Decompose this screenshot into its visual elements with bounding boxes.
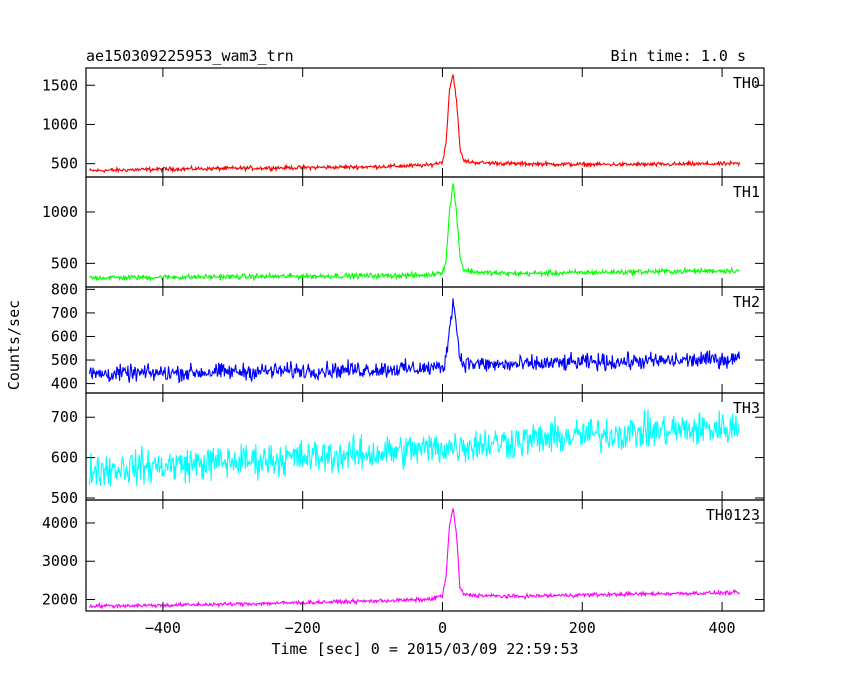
y-tick-label: 1500 (42, 76, 78, 94)
panel-label: TH1 (733, 183, 760, 201)
y-tick-label: 4000 (42, 514, 78, 532)
y-tick-label: 700 (51, 408, 78, 426)
y-tick-label: 1000 (42, 203, 78, 221)
y-tick-label: 400 (51, 375, 78, 393)
panel-th1: 500 1000 TH1 (42, 176, 765, 288)
y-tick-label: 600 (51, 449, 78, 467)
panel-frame (85, 499, 765, 612)
y-tick-label: 700 (51, 304, 78, 322)
y-tick-label: 3000 (42, 552, 78, 570)
series-th1-line (89, 183, 740, 282)
y-tick-label: 500 (51, 254, 78, 272)
panel-frame (85, 67, 765, 178)
chart-title: ae150309225953_wam3_trn (86, 47, 294, 65)
x-axis-label: Time [sec] 0 = 2015/03/09 22:59:53 (271, 640, 578, 658)
y-tick-label: 1000 (42, 115, 78, 133)
panel-th0123: 2000 3000 4000 TH0123 (42, 499, 765, 612)
y-tick-label: 2000 (42, 591, 78, 609)
y-tick-label: 600 (51, 327, 78, 345)
x-tick-label: 200 (569, 619, 596, 637)
x-axis-ticks: −400 −200 0 200 400 (145, 619, 736, 637)
y-tick-label: 500 (51, 155, 78, 173)
x-tick-label: −200 (285, 619, 321, 637)
panel-th0: 500 1000 1500 TH0 (42, 67, 765, 178)
series-th3-line (88, 409, 740, 487)
panel-label: TH0 (733, 74, 760, 92)
x-tick-label: −400 (145, 619, 181, 637)
x-tick-label: 400 (709, 619, 736, 637)
panel-th2: 400 500 600 700 800 TH2 (51, 280, 765, 394)
y-tick-label: 500 (51, 489, 78, 507)
bin-time-label: Bin time: 1.0 s (611, 47, 746, 65)
series-th0123-line (88, 508, 740, 610)
y-tick-label: 500 (51, 351, 78, 369)
series-th2-line (88, 298, 741, 384)
y-tick-label: 800 (51, 280, 78, 298)
panel-label: TH3 (733, 399, 760, 417)
x-tick-label: 0 (438, 619, 447, 637)
panel-th3: 500 600 700 TH3 (51, 392, 765, 507)
panels-layer: 500 1000 1500 TH0 500 1000 TH1 400 500 600 700 800 T… (42, 67, 765, 612)
y-axis-label: Counts/sec (5, 300, 23, 390)
panel-label: TH0123 (706, 506, 760, 524)
series-th0-line (89, 74, 741, 174)
panel-label: TH2 (733, 293, 760, 311)
